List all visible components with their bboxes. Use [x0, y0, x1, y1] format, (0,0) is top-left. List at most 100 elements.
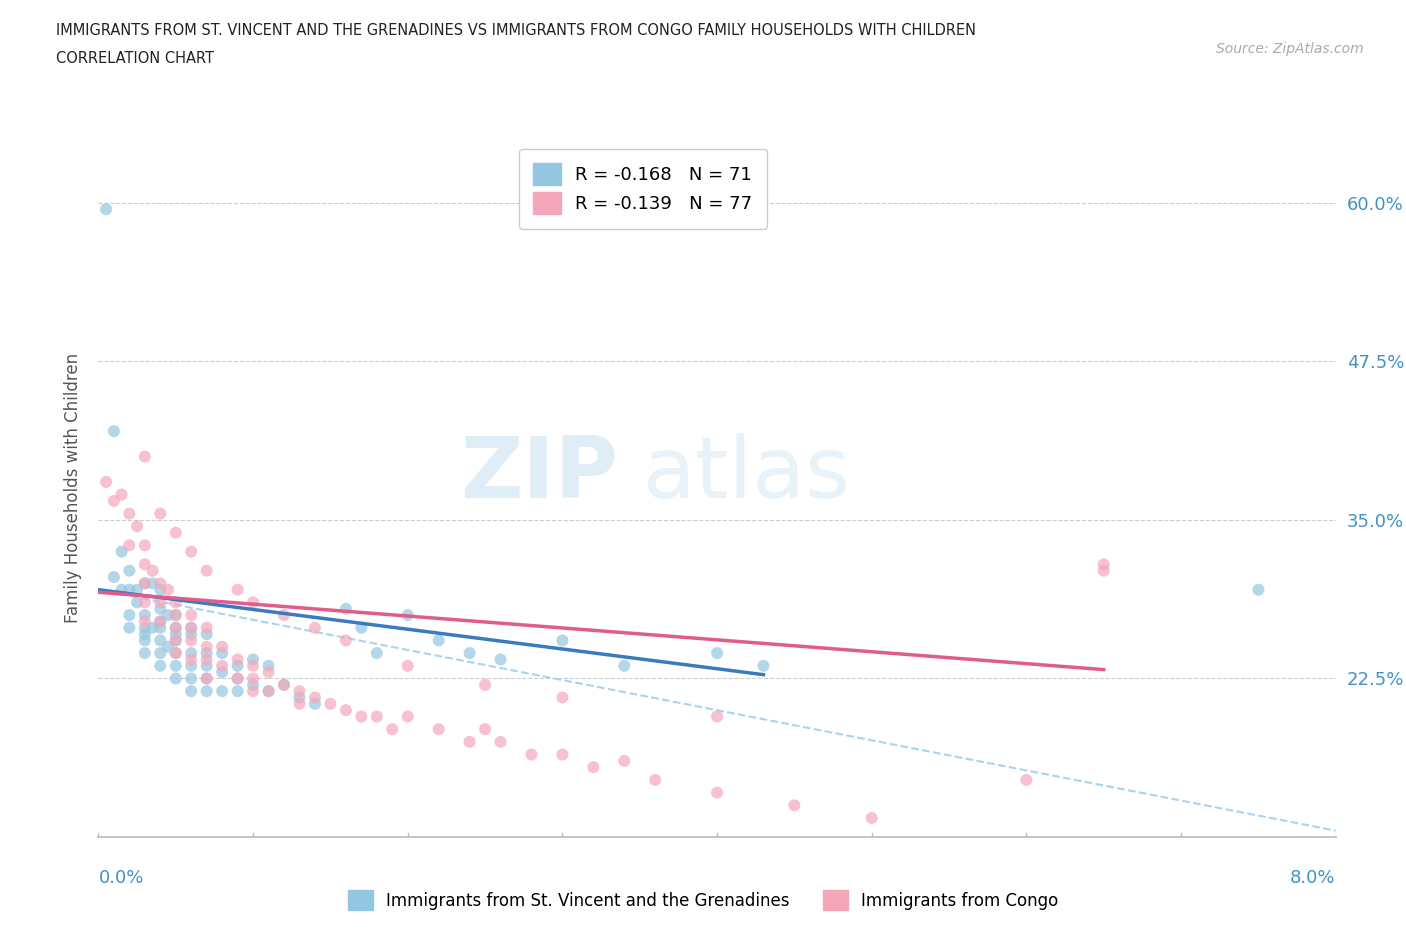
Point — [520, 747, 543, 762]
Point — [118, 506, 141, 521]
Point — [118, 538, 141, 552]
Text: CORRELATION CHART: CORRELATION CHART — [56, 51, 214, 66]
Point — [142, 620, 165, 635]
Point — [165, 595, 187, 610]
Point — [319, 697, 342, 711]
Point — [860, 811, 883, 826]
Point — [134, 576, 156, 591]
Point — [613, 753, 636, 768]
Point — [427, 722, 450, 737]
Point — [118, 564, 141, 578]
Point — [257, 658, 280, 673]
Point — [149, 633, 172, 648]
Point — [149, 620, 172, 635]
Point — [103, 494, 125, 509]
Point — [242, 595, 264, 610]
Point — [551, 690, 574, 705]
Point — [226, 671, 249, 686]
Point — [111, 582, 134, 597]
Point — [127, 595, 149, 610]
Point — [427, 633, 450, 648]
Point — [257, 665, 280, 680]
Point — [366, 709, 388, 724]
Point — [335, 633, 357, 648]
Point — [165, 620, 187, 635]
Point — [103, 424, 125, 439]
Point — [474, 677, 496, 692]
Point — [783, 798, 806, 813]
Point — [118, 607, 141, 622]
Point — [165, 645, 187, 660]
Point — [288, 684, 311, 698]
Point — [381, 722, 404, 737]
Point — [211, 645, 233, 660]
Point — [257, 684, 280, 698]
Point — [111, 544, 134, 559]
Point — [134, 595, 156, 610]
Text: ZIP: ZIP — [460, 432, 619, 516]
Point — [134, 607, 156, 622]
Y-axis label: Family Households with Children: Family Households with Children — [63, 353, 82, 623]
Point — [288, 690, 311, 705]
Point — [582, 760, 605, 775]
Point — [195, 652, 218, 667]
Point — [180, 627, 202, 642]
Text: IMMIGRANTS FROM ST. VINCENT AND THE GRENADINES VS IMMIGRANTS FROM CONGO FAMILY H: IMMIGRANTS FROM ST. VINCENT AND THE GREN… — [56, 23, 976, 38]
Point — [165, 633, 187, 648]
Point — [149, 576, 172, 591]
Point — [242, 658, 264, 673]
Point — [165, 645, 187, 660]
Text: 8.0%: 8.0% — [1291, 869, 1336, 886]
Point — [134, 557, 156, 572]
Point — [195, 671, 218, 686]
Point — [195, 627, 218, 642]
Point — [165, 620, 187, 635]
Point — [142, 564, 165, 578]
Point — [226, 582, 249, 597]
Point — [180, 645, 202, 660]
Point — [273, 607, 295, 622]
Point — [195, 658, 218, 673]
Point — [149, 614, 172, 629]
Point — [1015, 773, 1038, 788]
Point — [111, 487, 134, 502]
Point — [149, 602, 172, 617]
Point — [257, 684, 280, 698]
Point — [474, 722, 496, 737]
Point — [165, 525, 187, 540]
Point — [304, 690, 326, 705]
Point — [366, 645, 388, 660]
Point — [118, 620, 141, 635]
Point — [180, 544, 202, 559]
Point — [335, 703, 357, 718]
Point — [180, 684, 202, 698]
Legend: R = -0.168   N = 71, R = -0.139   N = 77: R = -0.168 N = 71, R = -0.139 N = 77 — [519, 149, 766, 229]
Point — [195, 639, 218, 654]
Point — [273, 677, 295, 692]
Point — [149, 645, 172, 660]
Point — [195, 645, 218, 660]
Point — [396, 709, 419, 724]
Point — [180, 633, 202, 648]
Point — [613, 658, 636, 673]
Point — [134, 538, 156, 552]
Point — [127, 519, 149, 534]
Point — [195, 684, 218, 698]
Point — [458, 645, 481, 660]
Point — [1247, 582, 1270, 597]
Point — [149, 582, 172, 597]
Point — [304, 697, 326, 711]
Point — [211, 665, 233, 680]
Point — [180, 620, 202, 635]
Point — [195, 564, 218, 578]
Point — [551, 747, 574, 762]
Point — [226, 658, 249, 673]
Point — [706, 645, 728, 660]
Point — [242, 677, 264, 692]
Point — [96, 474, 118, 489]
Point — [180, 652, 202, 667]
Point — [180, 671, 202, 686]
Point — [1092, 564, 1115, 578]
Point — [273, 677, 295, 692]
Point — [242, 652, 264, 667]
